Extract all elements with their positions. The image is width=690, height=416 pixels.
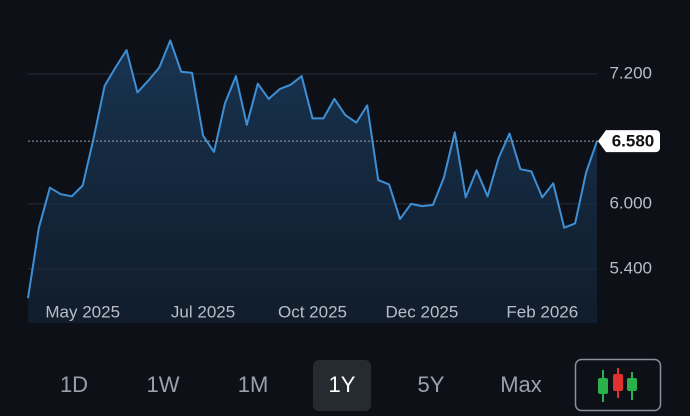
- y-tick-label: 6.000: [609, 193, 652, 212]
- candle-body: [598, 378, 608, 394]
- price-line: [27, 39, 598, 299]
- range-button-label: Max: [500, 372, 542, 397]
- range-button[interactable]: 5Y: [418, 372, 445, 397]
- range-button-label: 1M: [238, 372, 269, 397]
- x-tick-label: Feb 2026: [506, 302, 578, 321]
- x-tick-label: Dec 2025: [386, 302, 459, 321]
- last-value-tag: [598, 130, 660, 153]
- range-button[interactable]: 1M: [238, 372, 269, 397]
- range-button-label: 1Y: [329, 372, 356, 397]
- area: [28, 40, 597, 324]
- range-button[interactable]: 1D: [60, 372, 88, 397]
- x-tick-label: Oct 2025: [278, 302, 347, 321]
- range-button[interactable]: 1W: [147, 372, 180, 397]
- range-button-label: 5Y: [418, 372, 445, 397]
- range-button-label: 1D: [60, 372, 88, 397]
- candle-body: [613, 374, 623, 391]
- range-button[interactable]: Max: [500, 372, 542, 397]
- range-button-label: 1W: [147, 372, 180, 397]
- chart-type-button[interactable]: [574, 358, 662, 412]
- x-tick-label: Jul 2025: [171, 302, 235, 321]
- y-tick-label: 7.200: [609, 63, 652, 82]
- x-tick-label: May 2025: [45, 302, 120, 321]
- y-tick-label: 5.400: [609, 258, 652, 277]
- selected-background: [313, 360, 371, 411]
- range-button[interactable]: 1Y: [313, 360, 371, 411]
- last-value-label: 6.580: [612, 132, 655, 151]
- candle-body: [627, 378, 637, 391]
- button-frame: [574, 358, 662, 412]
